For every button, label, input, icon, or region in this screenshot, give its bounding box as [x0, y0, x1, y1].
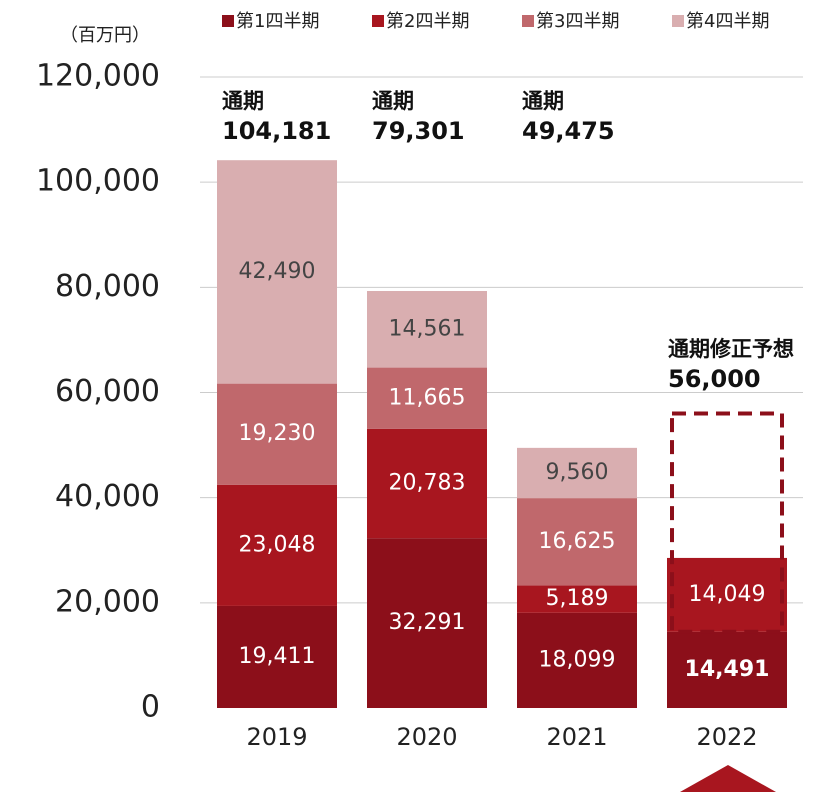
x-tick-label: 2020 [396, 723, 457, 751]
bar-segment [217, 383, 337, 485]
y-tick-label: 100,000 [36, 164, 160, 199]
value-label: 14,491 [685, 657, 770, 682]
annotation-value: 56,000 [668, 365, 761, 393]
value-label: 20,783 [389, 471, 466, 496]
annotation-title: 通期 [522, 89, 564, 113]
legend-label: 第2四半期 [386, 11, 469, 32]
annotation-title: 通期 [372, 89, 414, 113]
legend-label: 第3四半期 [536, 11, 619, 32]
bar-segment [517, 498, 637, 586]
value-label: 18,099 [539, 647, 616, 672]
y-tick-label: 40,000 [55, 479, 160, 514]
y-tick-label: 0 [141, 690, 160, 725]
bar-segment [217, 484, 337, 606]
value-label: 11,665 [389, 385, 466, 410]
value-label: 16,625 [539, 529, 616, 554]
y-tick-label: 80,000 [55, 269, 160, 304]
value-label: 9,560 [546, 460, 609, 485]
annotation-value: 79,301 [372, 117, 465, 145]
bar-segment [517, 612, 637, 708]
bar-segment [367, 428, 487, 539]
bar-segment [517, 585, 637, 613]
bar-segment [367, 538, 487, 708]
bar-segment [667, 557, 787, 632]
legend-swatch [522, 15, 534, 27]
x-tick-label: 2022 [696, 723, 757, 751]
y-tick-label: 20,000 [55, 584, 160, 619]
annotation-value: 104,181 [222, 117, 331, 145]
legend-label: 第4四半期 [686, 11, 769, 32]
forecast-box [670, 411, 784, 634]
bar-segment [367, 291, 487, 368]
value-label: 14,049 [689, 582, 766, 607]
legend-swatch [672, 15, 684, 27]
value-label: 19,411 [239, 644, 316, 669]
value-label: 42,490 [239, 259, 316, 284]
legend-swatch [222, 15, 234, 27]
annotation-title: 通期 [222, 89, 264, 113]
annotation-value: 49,475 [522, 117, 615, 145]
value-label: 19,230 [239, 421, 316, 446]
value-label: 23,048 [239, 532, 316, 557]
x-tick-label: 2019 [246, 723, 307, 751]
annotation-title: 通期修正予想 [668, 337, 794, 361]
bar-segment [217, 605, 337, 708]
bar-segment [217, 160, 337, 384]
bar-segment [517, 447, 637, 499]
value-label: 5,189 [546, 586, 609, 611]
x-tick-label: 2021 [546, 723, 607, 751]
legend-swatch [372, 15, 384, 27]
value-label: 14,561 [389, 316, 466, 341]
unit-label: （百万円） [60, 25, 150, 46]
y-tick-label: 120,000 [36, 59, 160, 94]
value-label: 32,291 [389, 610, 466, 635]
arrow [680, 765, 776, 792]
y-tick-label: 60,000 [55, 374, 160, 409]
bar-segment [367, 367, 487, 429]
legend-label: 第1四半期 [236, 11, 319, 32]
bar-segment [667, 631, 787, 708]
